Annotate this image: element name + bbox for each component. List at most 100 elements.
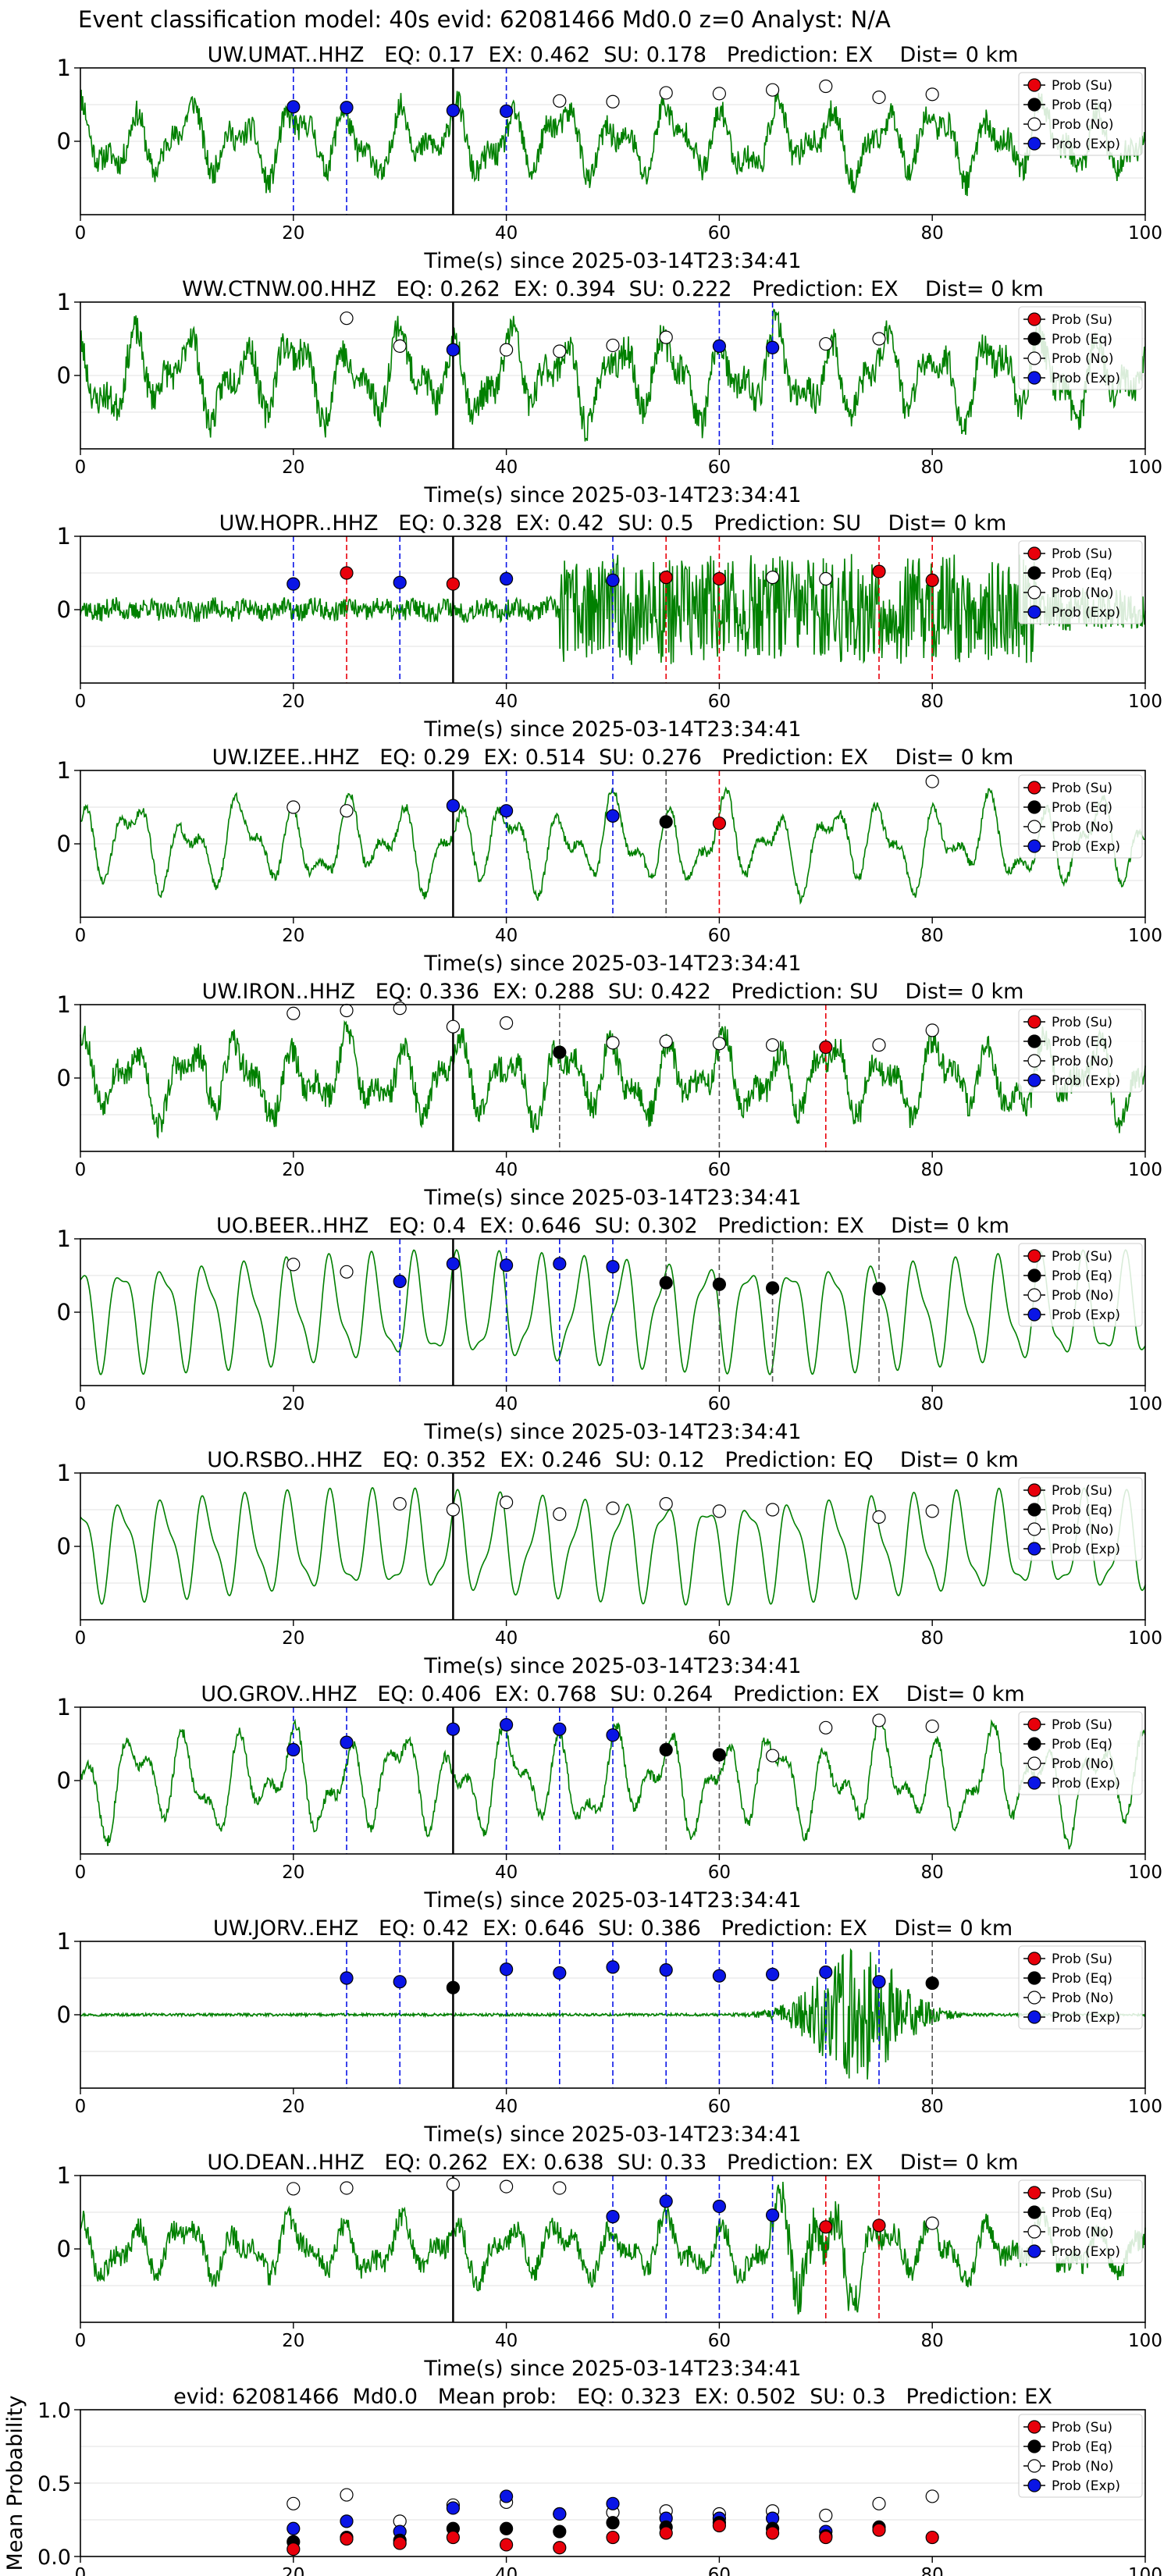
prob-marker-exp [499,571,514,586]
legend-label-exp: Prob (Exp) [1052,2010,1120,2026]
prob-marker-no [499,343,514,357]
legend-label-eq: Prob (Eq) [1052,2439,1112,2455]
legend-marker-exp [1027,1308,1041,1322]
prob-marker-no [553,1507,567,1521]
x-tick-label: 0 [75,2331,87,2351]
panel-7: 0 20 40 60 80 100 0 1 UO.RSBO..HHZ EQ: 0.352 EX:… [57,1448,1162,1678]
x-tick-label: 80 [921,1160,944,1180]
panel-5: 0 20 40 60 80 100 0 1 UW.IRON..HHZ EQ: 0.336 EX:… [57,980,1162,1210]
y-tick-label: 1 [57,991,71,1018]
prob-marker-exp [606,2210,620,2224]
prob-marker-no [765,1503,780,1517]
prob-marker-no [765,1749,780,1763]
panel-9: 0 20 40 60 80 100 0 1 UW.JORV..EHZ EQ: 0.42 EX: … [57,1916,1162,2147]
panel-10: 0 20 40 60 80 100 0 1 UO.DEAN..HHZ EQ: 0.262 EX:… [57,2151,1162,2381]
x-tick-label: 20 [282,457,304,478]
legend-marker-exp [1027,605,1041,619]
x-tick-label: 60 [708,2331,731,2351]
x-tick-label: 100 [1128,2331,1162,2351]
x-tick-label: 80 [921,692,944,712]
y-tick-label: 1 [57,2162,71,2189]
legend-label-no: Prob (No) [1052,1991,1114,2006]
x-tick-label: 60 [708,2565,731,2576]
x-tick-label: 100 [1128,1863,1162,1883]
waveform-trace [80,1486,1146,1606]
legend-label-no: Prob (No) [1052,351,1114,367]
prob-marker-su [659,571,673,585]
x-tick-label: 0 [75,1394,87,1414]
x-tick-label: 0 [75,223,87,244]
y-tick-label: 0 [57,128,71,155]
x-tick-label: 60 [708,1628,731,1649]
y-tick-label: 0 [57,2001,71,2028]
x-tick-label: 100 [1128,1628,1162,1649]
prob-marker-no [606,94,620,109]
y-tick-label: 0 [57,1299,71,1325]
legend-label-no: Prob (No) [1052,1756,1114,1772]
prob-marker-no [819,571,833,586]
x-axis-label: Time(s) since 2025-03-14T23:34:41 [423,1888,801,1912]
prob-marker-exp [606,1260,620,1274]
x-tick-label: 60 [708,457,731,478]
legend-marker-no [1027,820,1041,834]
prob-marker-exp [393,1274,407,1289]
prob-marker-su [712,817,727,831]
panel-title: UO.GROV..HHZ EQ: 0.406 EX: 0.768 SU: 0.2… [201,1682,1024,1706]
legend-label-no: Prob (No) [1052,1288,1114,1304]
prob-marker-no [340,311,354,326]
x-tick-label: 80 [921,2331,944,2351]
legend-marker-eq [1027,2439,1041,2453]
x-tick-label: 40 [495,1628,518,1649]
mean-prob-point-su [393,2536,407,2550]
panel-title: UW.IRON..HHZ EQ: 0.336 EX: 0.288 SU: 0.4… [202,980,1024,1004]
prob-marker-su [872,564,886,578]
legend-marker-eq [1027,1737,1041,1751]
mean-prob-point-su [499,2538,514,2552]
mean-prob-point-su [712,2518,727,2533]
legend-label-no: Prob (No) [1052,1522,1114,1538]
prob-marker-exp [499,1962,514,1976]
prob-marker-no [872,1510,886,1525]
x-tick-label: 80 [921,223,944,244]
legend-marker-exp [1027,137,1041,151]
mean-prob-point-no [287,2496,301,2510]
prob-marker-exp [606,1960,620,1974]
mean-prob-point-su [446,2530,461,2545]
prob-marker-no [659,1496,673,1511]
x-tick-label: 0 [75,1863,87,1883]
prob-marker-no [925,2216,939,2230]
x-tick-label: 0 [75,457,87,478]
legend-label-no: Prob (No) [1052,585,1114,601]
legend-label-exp: Prob (Exp) [1052,371,1120,386]
prob-marker-no [340,1265,354,1279]
x-tick-label: 0 [75,2565,87,2576]
legend-label-eq: Prob (Eq) [1052,1268,1112,1284]
mean-prob-point-su [606,2530,620,2545]
legend-marker-su [1027,312,1041,326]
prob-marker-no [765,1038,780,1052]
legend-marker-su [1027,78,1041,92]
legend-label-no: Prob (No) [1052,2459,1114,2475]
prob-marker-no [393,339,407,353]
x-axis-label: Time(s) since 2025-03-14T23:34:41 [423,2357,801,2381]
prob-marker-su [925,573,939,588]
legend-label-su: Prob (Su) [1052,546,1112,562]
y-tick-label: 0.0 [37,2546,71,2570]
prob-marker-no [287,1006,301,1020]
legend-marker-eq [1027,1503,1041,1517]
legend-label-eq: Prob (Eq) [1052,332,1112,347]
prob-marker-exp [499,804,514,818]
prob-marker-exp [659,2194,673,2208]
prob-marker-exp [287,1742,301,1757]
mean-prob-point-no [872,2496,886,2510]
prob-marker-no [925,1719,939,1734]
x-tick-label: 100 [1128,1160,1162,1180]
figure-title: Event classification model: 40s evid: 62… [78,6,891,33]
legend-marker-no [1027,1756,1041,1770]
x-axis-label: Time(s) since 2025-03-14T23:34:41 [423,483,801,507]
prob-marker-no [287,800,301,814]
legend-marker-su [1027,1952,1041,1966]
legend-box [1018,1945,1143,2030]
mean-prob-point-exp [606,2496,620,2510]
legend-label-su: Prob (Su) [1052,2186,1112,2201]
